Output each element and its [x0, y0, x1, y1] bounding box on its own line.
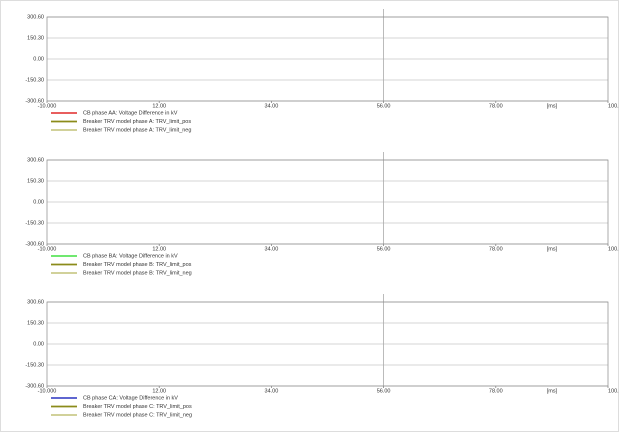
y-tick-label: -300.60 [25, 98, 44, 104]
y-tick-label: 300.60 [27, 157, 44, 163]
legend-label: CB phase AA: Voltage Difference in kV [83, 110, 178, 116]
x-tick-label: 12.00 [152, 246, 166, 252]
plot-frame [46, 301, 609, 387]
y-tick-label: -150.30 [25, 362, 44, 368]
x-axis-label: [ms] [547, 103, 558, 109]
x-tick-label: -10.000 [38, 388, 57, 394]
x-tick-label: 78.00 [489, 103, 503, 109]
x-axis-label: [ms] [547, 388, 558, 394]
x-tick-label: 12.00 [152, 388, 166, 394]
x-tick-label: 56.00 [377, 388, 391, 394]
x-tick-label: 100.0 [608, 103, 619, 109]
y-tick-label: -150.30 [25, 220, 44, 226]
legend-label: Breaker TRV model phase A: TRV_limit_pos [83, 119, 191, 125]
legend-label: Breaker TRV model phase C: TRV_limit_pos [83, 404, 192, 410]
y-tick-label: 150.30 [27, 35, 44, 41]
x-tick-label: 100.0 [608, 246, 619, 252]
legend-label: CB phase CA: Voltage Difference in kV [83, 395, 178, 401]
legend-label: Breaker TRV model phase A: TRV_limit_neg [83, 127, 191, 133]
y-tick-label: -300.60 [25, 383, 44, 389]
y-tick-label: 150.30 [27, 320, 44, 326]
legend-label: Breaker TRV model phase B: TRV_limit_neg [83, 270, 192, 276]
x-tick-label: -10.000 [38, 246, 57, 252]
x-tick-label: 12.00 [152, 103, 166, 109]
plot-frame [46, 16, 609, 102]
x-tick-label: 34.00 [265, 103, 279, 109]
x-axis-label: [ms] [547, 246, 558, 252]
y-tick-label: 150.30 [27, 178, 44, 184]
y-tick-label: 300.60 [27, 299, 44, 305]
legend-label: Breaker TRV model phase C: TRV_limit_neg [83, 412, 192, 418]
legend-label: Breaker TRV model phase B: TRV_limit_pos [83, 262, 192, 268]
y-tick-label: 0.00 [33, 199, 44, 205]
x-tick-label: 56.00 [377, 103, 391, 109]
x-tick-label: 78.00 [489, 246, 503, 252]
x-tick-label: 34.00 [265, 246, 279, 252]
plot-frame [46, 159, 609, 245]
y-tick-label: 0.00 [33, 341, 44, 347]
x-tick-label: 78.00 [489, 388, 503, 394]
legend-label: CB phase BA: Voltage Difference in kV [83, 253, 178, 259]
y-tick-label: -300.60 [25, 241, 44, 247]
x-tick-label: 56.00 [377, 246, 391, 252]
x-tick-label: 100.0 [608, 388, 619, 394]
y-tick-label: 0.00 [33, 56, 44, 62]
y-tick-label: -150.30 [25, 77, 44, 83]
x-tick-label: 34.00 [265, 388, 279, 394]
y-tick-label: 300.60 [27, 14, 44, 20]
x-tick-label: -10.000 [38, 103, 57, 109]
